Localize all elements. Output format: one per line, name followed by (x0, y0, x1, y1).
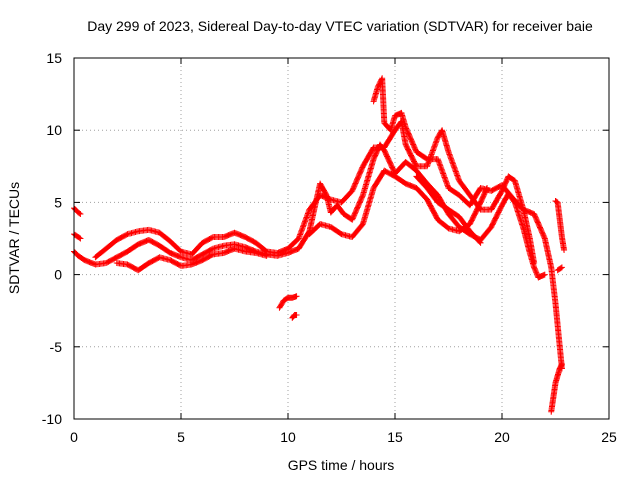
series-track-d (92, 118, 538, 267)
x-tick-label: 15 (387, 429, 403, 445)
x-tick-label: 10 (280, 429, 296, 445)
y-tick-label: -5 (50, 339, 63, 355)
data-marker-trace (413, 173, 484, 246)
data-marker-trace (71, 205, 84, 217)
series-track-a (71, 205, 84, 217)
y-axis-title: SDTVAR / TECUs (6, 182, 22, 294)
data-marker-trace (276, 293, 300, 311)
series-track-j (548, 361, 565, 415)
y-tick-label: 5 (54, 194, 62, 210)
x-tick-label: 25 (601, 429, 617, 445)
chart-title: Day 299 of 2023, Sidereal Day-to-day VTE… (87, 18, 593, 34)
x-tick-label: 0 (70, 429, 78, 445)
y-tick-label: 0 (54, 267, 62, 283)
x-tick-label: 5 (177, 429, 185, 445)
series-track-h (276, 293, 300, 311)
data-marker-trace (370, 75, 565, 372)
y-tick-label: 10 (46, 122, 62, 138)
data-marker-trace (71, 231, 84, 242)
axes: 0 5 10 15 20 25 -10 -5 0 5 10 15 (42, 50, 617, 445)
data-marker-trace (92, 118, 538, 267)
series-track-e (113, 245, 270, 274)
data-points (71, 75, 568, 415)
data-marker-trace (548, 361, 565, 415)
x-tick-label: 20 (494, 429, 510, 445)
x-axis-title: GPS time / hours (288, 457, 395, 473)
plot-frame (73, 57, 610, 420)
series-track-g (370, 75, 565, 372)
y-tick-label: 15 (46, 50, 62, 66)
series-track-b (71, 231, 84, 242)
y-tick-label: -10 (42, 411, 62, 427)
series-track-m (413, 173, 484, 246)
data-marker-trace (306, 167, 491, 241)
series-track-l (554, 264, 565, 274)
data-marker-trace (113, 245, 270, 274)
series-track-f (306, 167, 491, 241)
series-track-k (552, 197, 568, 254)
data-marker-trace (289, 312, 300, 321)
series-track-i (289, 312, 300, 321)
data-marker-trace (554, 264, 565, 274)
data-marker-trace (552, 197, 568, 254)
